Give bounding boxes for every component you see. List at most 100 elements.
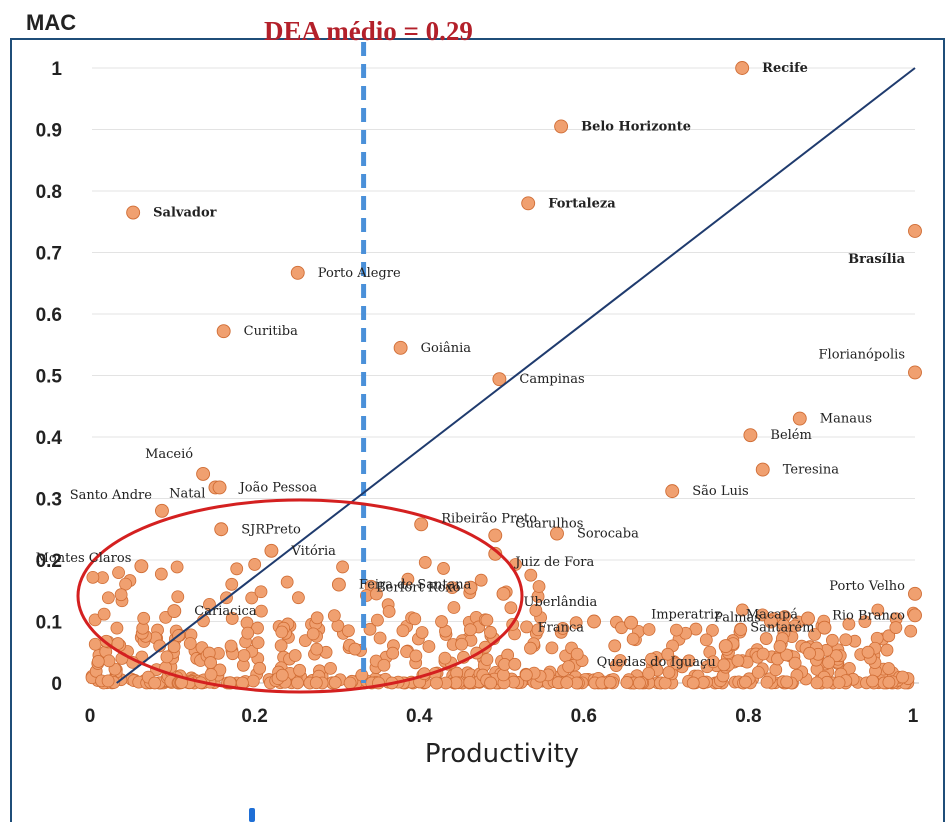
data-point-labeled [492,372,507,387]
data-point [91,655,105,668]
point-label: Natal [169,486,205,501]
data-point [756,647,770,661]
data-point [88,637,102,651]
point-label: Cariacica [194,604,257,619]
data-point [327,609,341,623]
data-point [336,560,349,574]
data-point [759,632,773,645]
data-point [292,591,305,605]
point-label: Recife [762,61,808,76]
y-tick-label: 0.6 [36,305,62,326]
data-point [642,666,656,680]
data-point [642,623,656,636]
data-point [225,612,239,625]
data-point [484,625,497,639]
data-point [570,647,584,661]
data-point [438,651,452,665]
data-point [532,580,546,593]
data-point [324,661,337,675]
data-point [280,575,294,589]
data-point-labeled [414,517,429,532]
data-point [435,615,448,628]
data-point [408,612,422,626]
data-point-labeled [817,620,832,635]
data-point [882,662,896,675]
data-point [871,603,885,617]
data-point [520,620,534,634]
data-point [896,670,909,684]
data-point [717,658,731,672]
data-point [504,601,518,615]
tick-labels: 0 0.1 0.2 0.3 0.4 0.5 0.6 0.7 0.8 0.9 1 0 0.2 0.4 0.6 0… [36,59,919,727]
data-point [245,591,259,605]
data-point [780,675,794,689]
data-point [645,652,658,666]
data-point [463,623,477,637]
data-point [556,622,570,635]
data-point [480,653,494,666]
point-label: Belo Horizonte [581,119,691,134]
data-point [880,643,894,657]
data-point [603,675,617,689]
data-point [455,637,468,651]
point-label: Porto Alegre [318,266,401,281]
data-point [662,666,676,679]
data-point [171,590,185,604]
data-point-labeled [743,428,758,443]
data-point-labeled [550,526,564,541]
point-label: Franca [538,621,585,636]
data-point [842,617,856,631]
data-point [88,613,102,627]
point-label: Palmas [714,611,761,626]
point-label: Sorocaba [577,527,639,542]
x-tick-label: 1 [908,706,919,727]
y-tick-label: 0.5 [36,367,63,388]
data-point [371,613,384,627]
data-point [484,676,498,690]
data-point [154,567,168,581]
data-point [253,661,267,675]
data-point [524,568,538,582]
data-point [463,675,477,689]
data-point [519,668,533,682]
data-point-labeled [908,224,922,238]
frame-right-border [943,38,945,822]
data-point [306,627,320,641]
data-point [608,639,622,653]
data-point [731,654,745,668]
cursor-marker [249,808,255,822]
overlay-lines [76,42,916,694]
data-point-labeled [134,559,149,574]
y-tick-label: 1 [51,59,62,80]
data-point [422,640,436,653]
y-tick-label: 0 [51,674,62,695]
data-point [560,676,574,690]
data-point [562,660,576,674]
data-point [418,556,432,569]
data-point [396,624,410,638]
data-point [613,654,627,667]
data-point [735,603,749,617]
data-point [342,624,355,638]
x-tick-label: 0.2 [241,706,267,727]
data-point [445,581,459,595]
data-point [508,657,522,671]
data-point [288,649,302,662]
point-label: Feira de Santana [359,578,472,593]
point-label: Montes Claros [36,551,132,566]
data-point [254,604,268,618]
data-point [328,676,342,689]
data-point [861,645,875,659]
data-point-labeled [126,205,141,220]
data-point [822,656,836,670]
data-point [310,611,324,625]
y-axis-title: MAC [26,10,77,35]
data-point [803,646,816,660]
data-point-labeled [624,615,639,630]
chart-title: DEA médio = 0.29 [264,16,473,46]
data-point [569,616,583,630]
point-label: Belém [770,428,811,443]
data-points [85,61,922,690]
x-axis-title: Productivity [425,739,579,769]
